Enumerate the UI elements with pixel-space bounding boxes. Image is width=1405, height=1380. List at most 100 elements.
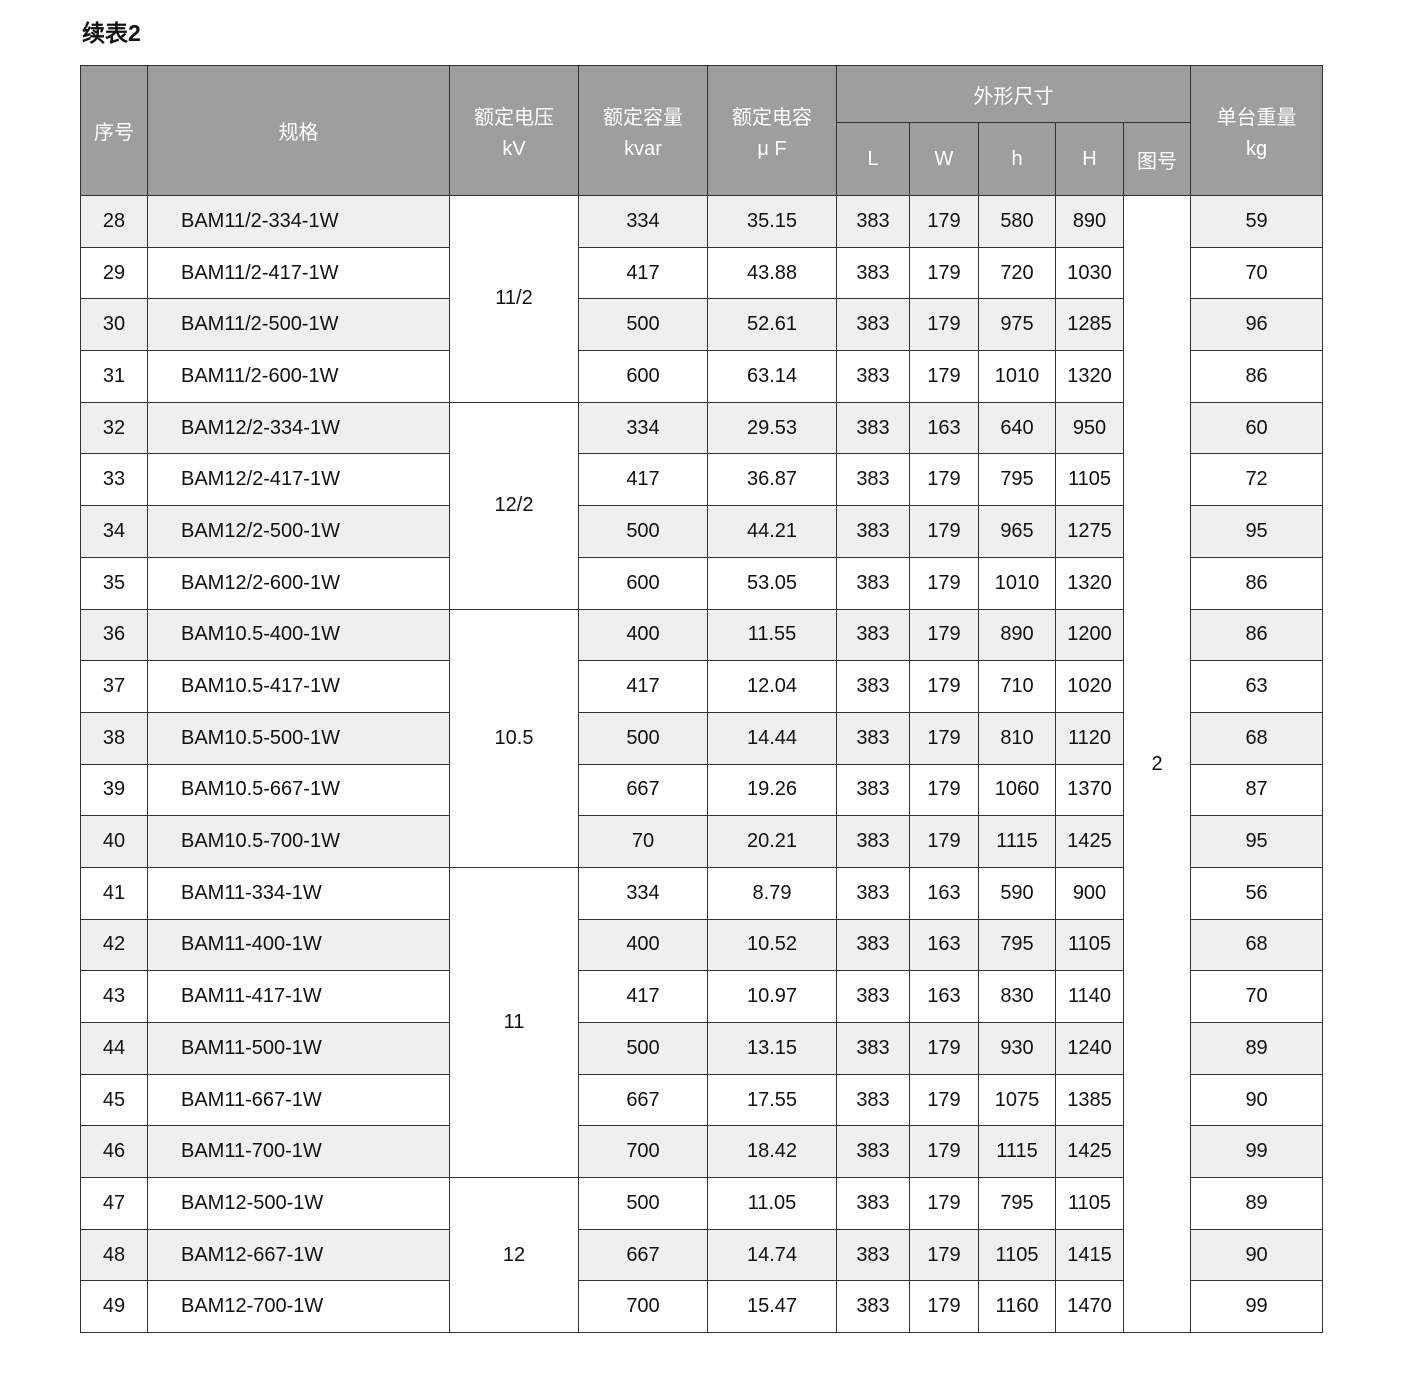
- cell-h: 795: [978, 918, 1056, 972]
- table-row: 42 BAM11-400-1W 400 10.52 383 163 795 1105 68: [80, 918, 1324, 972]
- cell-h: 1075: [978, 1073, 1056, 1127]
- cell-voltage: 12: [449, 1177, 579, 1334]
- cell-capacitance: 13.15: [707, 1022, 837, 1075]
- cell-no: 32: [80, 401, 148, 455]
- cell-W: 179: [909, 1073, 979, 1127]
- cell-spec: BAM11-700-1W: [147, 1125, 450, 1179]
- cell-L: 383: [836, 195, 910, 248]
- header-capacitance-label: 额定电容: [732, 106, 812, 129]
- cell-no: 38: [80, 711, 148, 765]
- cell-H: 1120: [1055, 711, 1124, 765]
- cell-L: 383: [836, 1177, 910, 1230]
- cell-h: 1160: [978, 1280, 1056, 1334]
- table-row: 37 BAM10.5-417-1W 417 12.04 383 179 710 1020 63: [80, 660, 1324, 713]
- table-row: 30 BAM11/2-500-1W 500 52.61 383 179 975 1285 96: [80, 298, 1324, 352]
- cell-H: 1385: [1055, 1073, 1124, 1127]
- cell-weight: 59: [1190, 195, 1324, 248]
- cell-weight: 95: [1190, 505, 1324, 558]
- cell-capacity: 334: [578, 195, 708, 248]
- cell-L: 383: [836, 1280, 910, 1334]
- cell-capacitance: 52.61: [707, 298, 837, 352]
- cell-capacitance: 10.52: [707, 918, 837, 972]
- cell-capacitance: 14.44: [707, 711, 837, 765]
- cell-capacity: 417: [578, 453, 708, 507]
- cell-voltage: 11/2: [449, 195, 579, 403]
- cell-W: 179: [909, 453, 979, 507]
- cell-capacitance: 44.21: [707, 505, 837, 558]
- cell-H: 1320: [1055, 350, 1124, 403]
- cell-capacity: 400: [578, 608, 708, 662]
- cell-spec: BAM11-500-1W: [147, 1022, 450, 1075]
- cell-capacitance: 35.15: [707, 195, 837, 248]
- cell-no: 30: [80, 298, 148, 352]
- cell-weight: 99: [1190, 1125, 1324, 1179]
- cell-capacitance: 20.21: [707, 815, 837, 868]
- cell-no: 35: [80, 556, 148, 610]
- cell-H: 1200: [1055, 608, 1124, 662]
- cell-no: 39: [80, 763, 148, 817]
- cell-W: 179: [909, 350, 979, 403]
- cell-capacity: 417: [578, 970, 708, 1023]
- header-weight-unit: kg: [1246, 137, 1268, 160]
- header-capacity-label: 额定容量: [603, 106, 683, 129]
- cell-H: 1320: [1055, 556, 1124, 610]
- table-row: 48 BAM12-667-1W 667 14.74 383 179 1105 1415 90: [80, 1228, 1324, 1282]
- cell-W: 179: [909, 608, 979, 662]
- cell-H: 950: [1055, 401, 1124, 455]
- cell-W: 179: [909, 195, 979, 248]
- cell-h: 965: [978, 505, 1056, 558]
- cell-no: 36: [80, 608, 148, 662]
- cell-H: 890: [1055, 195, 1124, 248]
- cell-H: 1370: [1055, 763, 1124, 817]
- cell-W: 179: [909, 711, 979, 765]
- cell-L: 383: [836, 918, 910, 972]
- cell-spec: BAM11/2-600-1W: [147, 350, 450, 403]
- cell-L: 383: [836, 660, 910, 713]
- cell-W: 179: [909, 660, 979, 713]
- cell-L: 383: [836, 1022, 910, 1075]
- cell-weight: 96: [1190, 298, 1324, 352]
- table-row: 38 BAM10.5-500-1W 500 14.44 383 179 810 1120 68: [80, 711, 1324, 765]
- table-title: 续表2: [82, 20, 141, 46]
- cell-L: 383: [836, 401, 910, 455]
- cell-W: 163: [909, 970, 979, 1023]
- cell-no: 43: [80, 970, 148, 1023]
- cell-capacitance: 8.79: [707, 866, 837, 920]
- cell-h: 1115: [978, 1125, 1056, 1179]
- table-row: 43 BAM11-417-1W 417 10.97 383 163 830 1140 70: [80, 970, 1324, 1023]
- cell-spec: BAM10.5-417-1W: [147, 660, 450, 713]
- cell-h: 580: [978, 195, 1056, 248]
- cell-capacitance: 12.04: [707, 660, 837, 713]
- cell-L: 383: [836, 866, 910, 920]
- cell-capacitance: 11.05: [707, 1177, 837, 1230]
- cell-capacity: 500: [578, 711, 708, 765]
- cell-capacitance: 43.88: [707, 246, 837, 300]
- cell-H: 1105: [1055, 453, 1124, 507]
- cell-capacitance: 11.55: [707, 608, 837, 662]
- cell-spec: BAM11-417-1W: [147, 970, 450, 1023]
- cell-W: 179: [909, 298, 979, 352]
- cell-weight: 95: [1190, 815, 1324, 868]
- cell-H: 1425: [1055, 815, 1124, 868]
- cell-h: 640: [978, 401, 1056, 455]
- cell-L: 383: [836, 970, 910, 1023]
- cell-weight: 86: [1190, 608, 1324, 662]
- cell-spec: BAM11/2-334-1W: [147, 195, 450, 248]
- cell-spec: BAM10.5-667-1W: [147, 763, 450, 817]
- table-row: 47 BAM12-500-1W 12 500 11.05 383 179 795 1105 89: [80, 1177, 1324, 1334]
- cell-spec: BAM12/2-334-1W: [147, 401, 450, 455]
- cell-L: 383: [836, 453, 910, 507]
- header-L: L: [836, 122, 910, 196]
- cell-L: 383: [836, 1125, 910, 1179]
- cell-no: 45: [80, 1073, 148, 1127]
- cell-capacity: 334: [578, 401, 708, 455]
- cell-voltage: 11: [449, 866, 579, 1179]
- cell-capacity: 600: [578, 350, 708, 403]
- cell-L: 383: [836, 505, 910, 558]
- cell-H: 900: [1055, 866, 1124, 920]
- cell-figure-no: 2: [1122, 194, 1192, 1334]
- cell-no: 31: [80, 350, 148, 403]
- table-row: 28 BAM11/2-334-1W 11/2 334 35.15 383 179 580 890…: [80, 194, 1324, 1334]
- cell-L: 383: [836, 763, 910, 817]
- cell-capacity: 500: [578, 1022, 708, 1075]
